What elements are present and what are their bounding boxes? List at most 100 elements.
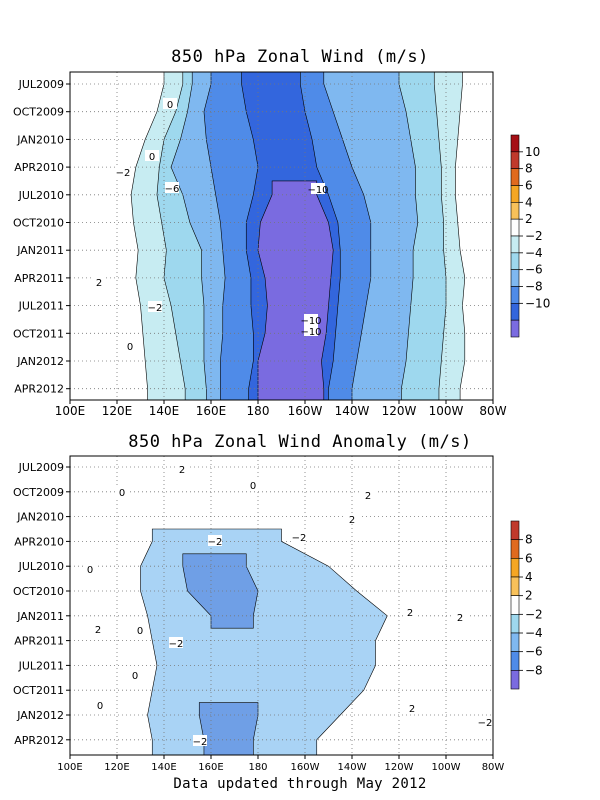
x-tick-label: 120W [382, 404, 417, 418]
contour-label-bg [193, 735, 207, 746]
y-tick-label: JAN2012 [16, 355, 64, 368]
colorbar-swatch [510, 539, 520, 559]
colorbar-swatch [510, 651, 520, 671]
contour-label: −2 [292, 533, 307, 544]
contour-label: 0 [87, 565, 93, 576]
x-tick-label: 80W [482, 762, 505, 773]
contour-label-bg [405, 702, 419, 713]
contour-label: 2 [409, 704, 415, 715]
contour-label: −2 [208, 537, 223, 548]
contour-label-bg [148, 301, 162, 312]
contour-label-bg [311, 183, 325, 194]
colorbar-swatch [510, 269, 520, 287]
contour-label-bg [165, 182, 179, 193]
y-tick-label: OCT2010 [13, 585, 64, 598]
contour-label: −10 [307, 185, 328, 196]
y-tick-label: OCT2011 [13, 327, 64, 340]
contour-label-bg [91, 623, 105, 634]
colorbar-swatch [510, 614, 520, 634]
y-tick-label: APR2010 [14, 535, 64, 548]
contour-label-bg [403, 606, 417, 617]
contour-label-bg [345, 513, 359, 524]
contour-label: 0 [132, 671, 138, 682]
contour-label: 2 [365, 491, 371, 502]
contour-label: −10 [300, 316, 321, 327]
colorbar-swatch [510, 218, 520, 237]
y-tick-label: OCT2011 [13, 684, 64, 697]
colorbar-label: 2 [525, 212, 533, 226]
y-tick-label: APR2011 [14, 635, 64, 648]
colorbar-label: −4 [525, 246, 543, 260]
colorbar-swatch [510, 558, 520, 578]
contour-label-bg [453, 611, 467, 622]
contour-label-bg [292, 531, 306, 542]
x-tick-label: 140W [338, 762, 367, 773]
x-tick-label: 140E [151, 762, 176, 773]
colorbar-label: −2 [525, 607, 543, 621]
chart-title-zonal-wind-anomaly: 850 hPa Zonal Wind Anomaly (m/s) [128, 432, 472, 452]
contour-label: −2 [478, 718, 493, 729]
y-tick-label: OCT2010 [13, 217, 64, 230]
contour-label: 0 [167, 100, 173, 111]
x-tick-label: 140E [149, 404, 180, 418]
y-tick-label: JUL2009 [18, 78, 64, 91]
contour-label: −2 [193, 737, 208, 748]
colorbar-swatch [510, 576, 520, 596]
contour-label-bg [304, 325, 318, 336]
colorbar-label: 10 [525, 145, 540, 159]
colorbar-swatch [510, 303, 520, 321]
colorbar-label: 4 [525, 195, 533, 209]
colorbar-swatch [510, 235, 520, 254]
contour-label: −2 [116, 168, 131, 179]
x-tick-label: 100E [55, 404, 86, 418]
contour-label-bg [93, 699, 107, 710]
y-tick-label: JAN2012 [16, 709, 64, 722]
colorbar-label: −6 [525, 645, 543, 659]
colorbar-label: 4 [525, 570, 533, 584]
contour-label: 0 [137, 626, 143, 637]
colorbar-label: 6 [525, 551, 533, 565]
colorbar-swatch [510, 134, 520, 153]
contour-label: 0 [97, 701, 103, 712]
colorbar-label: −8 [525, 663, 543, 677]
contour-label: 0 [149, 152, 155, 163]
x-tick-label: 180 [248, 762, 267, 773]
contour-label: 2 [179, 465, 185, 476]
colorbar-swatch [510, 286, 520, 304]
colorbar-swatch [510, 670, 520, 690]
colorbar-swatch [510, 151, 520, 169]
x-tick-label: 160E [196, 404, 227, 418]
y-tick-label: APR2010 [14, 161, 64, 174]
contour-label-bg [83, 563, 97, 574]
colorbar-label: 8 [525, 162, 533, 176]
x-tick-label: 100W [429, 404, 464, 418]
contour-label-bg [92, 276, 106, 287]
colorbar-swatch [510, 595, 520, 615]
colorbar-label: 8 [525, 533, 533, 547]
contour-label-bg [116, 166, 130, 177]
y-tick-label: OCT2009 [13, 106, 64, 119]
x-tick-label: 160W [288, 404, 323, 418]
contour-label: 2 [349, 515, 355, 526]
y-tick-label: JUL2011 [18, 300, 64, 313]
colorbar-swatch [510, 520, 520, 540]
y-tick-label: JAN2010 [16, 133, 64, 146]
contour-label-bg [145, 150, 159, 161]
contour-label-bg [133, 624, 147, 635]
y-tick-label: APR2011 [14, 272, 64, 285]
contour-label: 2 [457, 613, 463, 624]
contour-label: 0 [250, 481, 256, 492]
colorbar-swatch [510, 319, 520, 338]
colorbar-label: −2 [525, 229, 543, 243]
colorbar-label: −10 [525, 296, 550, 310]
contour-label-bg [304, 314, 318, 325]
y-tick-label: JUL2011 [18, 659, 64, 672]
contour-label-bg [361, 489, 375, 500]
colorbar-label: 2 [525, 589, 533, 603]
y-tick-label: JAN2011 [16, 610, 64, 623]
fill-band-1-1-1 [198, 702, 259, 755]
y-tick-label: APR2012 [14, 383, 64, 396]
contour-label: 0 [119, 488, 125, 499]
contour-label: −2 [148, 303, 163, 314]
